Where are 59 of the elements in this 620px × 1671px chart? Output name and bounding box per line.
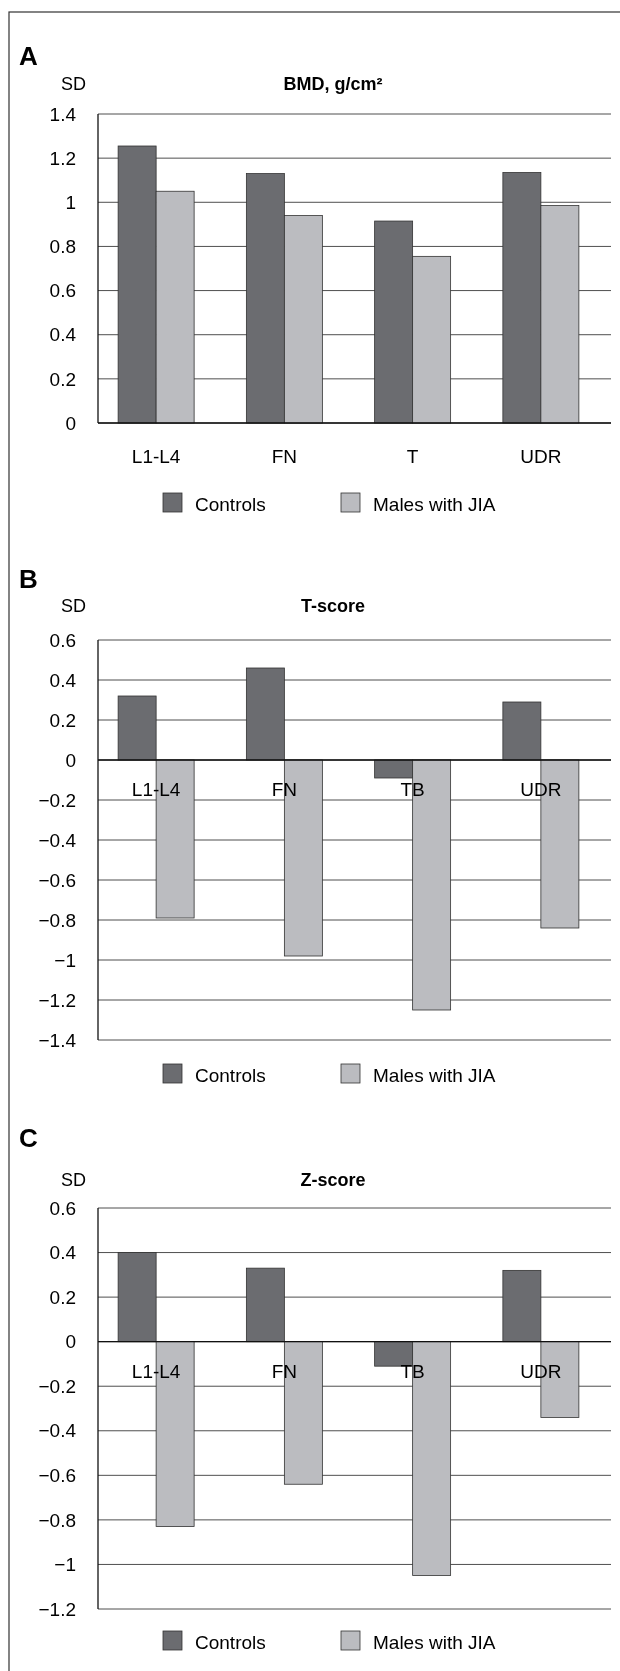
y-tick-label: 0.2 [49,368,76,390]
y-tick-label: −1 [54,949,76,971]
legend-label: Controls [195,493,266,515]
x-tick-label: T [406,446,419,467]
y-tick-label: 0.6 [49,280,76,302]
y-tick-label: 0 [65,412,76,434]
x-tick-label: FN [271,446,298,467]
x-tick-label: FN [271,779,298,800]
y-axis-title: SD [60,596,86,616]
x-tick-label: L1-L4 [131,779,181,800]
legend-label: Males with JIA [373,493,496,515]
y-tick-label: 0.6 [49,1197,76,1219]
y-tick-label: −1.4 [38,1029,77,1051]
y-tick-label: −1.2 [38,989,76,1011]
chart-title: BMD, g/cm² [283,74,383,94]
x-tick-label: UDR [520,446,562,467]
bar [117,695,157,761]
y-axis-title: SD [60,74,86,94]
legend-label: Males with JIA [373,1064,496,1086]
text: A [19,41,38,71]
y-tick-label: −0.2 [38,1375,76,1397]
y-tick-label: −0.6 [38,1464,76,1486]
x-tick-label: UDR [520,779,562,800]
y-tick-label: 0.2 [49,709,76,731]
x-tick-label: L1-L4 [131,1360,181,1382]
x-tick-label: TB [400,779,425,800]
bar [502,701,542,761]
x-tick-label: TB [400,1360,425,1382]
legend-label: Controls [195,1631,266,1653]
y-tick-label: 1 [65,191,76,213]
text: C [19,1123,38,1153]
y-tick-label: 0 [65,749,76,771]
y-tick-label: 0.4 [49,324,77,346]
x-tick-label: L1-L4 [131,446,181,467]
y-tick-label: −1.2 [38,1598,76,1620]
chart-title: Z-score [300,1170,366,1190]
y-tick-label: −0.4 [38,1420,77,1442]
y-tick-label: 1.2 [49,147,76,169]
y-tick-label: −0.2 [38,789,76,811]
x-tick-label: FN [271,1360,298,1382]
bar [245,667,285,761]
y-tick-label: 0 [65,1331,76,1353]
y-tick-label: 1.4 [49,103,77,125]
y-tick-label: −0.4 [38,829,77,851]
legend-label: Males with JIA [373,1631,496,1653]
y-tick-label: 0.8 [49,236,76,258]
y-tick-label: 0.4 [49,669,77,691]
y-tick-label: 0.4 [49,1242,77,1264]
y-tick-label: −0.8 [38,909,76,931]
y-tick-label: 0.6 [49,629,76,651]
y-axis-title: SD [60,1170,86,1190]
y-tick-label: 0.2 [49,1286,76,1308]
y-tick-label: −0.6 [38,869,76,891]
x-tick-label: UDR [520,1360,562,1382]
y-tick-label: −1 [54,1554,76,1576]
legend-label: Controls [195,1064,266,1086]
text: B [19,564,38,594]
chart-title: T-score [300,596,366,616]
y-tick-label: −0.8 [38,1509,76,1531]
